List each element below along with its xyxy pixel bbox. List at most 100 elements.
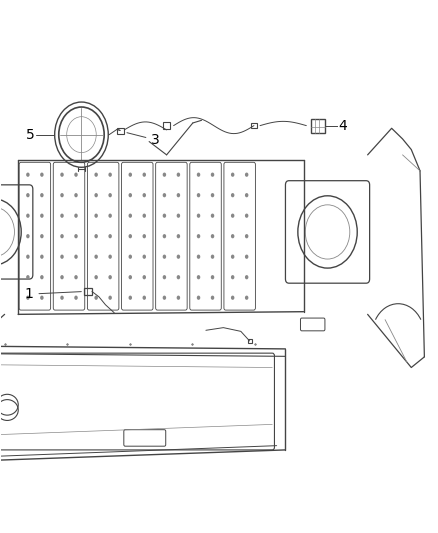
Circle shape — [231, 193, 234, 197]
Circle shape — [211, 234, 214, 238]
Circle shape — [177, 296, 180, 300]
Circle shape — [211, 214, 214, 218]
Circle shape — [95, 275, 98, 279]
Circle shape — [128, 214, 132, 218]
Circle shape — [177, 275, 180, 279]
Circle shape — [60, 234, 64, 238]
Circle shape — [162, 173, 166, 177]
Circle shape — [231, 275, 234, 279]
Circle shape — [128, 255, 132, 259]
Circle shape — [231, 296, 234, 300]
Circle shape — [142, 275, 146, 279]
Circle shape — [211, 255, 214, 259]
Circle shape — [60, 255, 64, 259]
Circle shape — [108, 275, 112, 279]
Circle shape — [40, 193, 44, 197]
Circle shape — [162, 255, 166, 259]
Circle shape — [142, 173, 146, 177]
Circle shape — [211, 296, 214, 300]
Circle shape — [95, 234, 98, 238]
Circle shape — [177, 214, 180, 218]
Circle shape — [245, 255, 248, 259]
Circle shape — [128, 275, 132, 279]
Circle shape — [95, 214, 98, 218]
Circle shape — [128, 193, 132, 197]
Circle shape — [26, 275, 30, 279]
Circle shape — [108, 214, 112, 218]
Circle shape — [142, 193, 146, 197]
Circle shape — [128, 234, 132, 238]
Circle shape — [197, 255, 200, 259]
Circle shape — [60, 173, 64, 177]
Circle shape — [211, 193, 214, 197]
Circle shape — [177, 193, 180, 197]
Circle shape — [26, 173, 30, 177]
Circle shape — [60, 193, 64, 197]
Circle shape — [197, 193, 200, 197]
Text: 1: 1 — [25, 287, 81, 301]
Circle shape — [40, 234, 44, 238]
Circle shape — [108, 255, 112, 259]
Circle shape — [142, 255, 146, 259]
Circle shape — [60, 275, 64, 279]
Circle shape — [245, 234, 248, 238]
Circle shape — [74, 214, 78, 218]
Circle shape — [26, 234, 30, 238]
Circle shape — [95, 173, 98, 177]
Circle shape — [197, 275, 200, 279]
Circle shape — [74, 255, 78, 259]
Circle shape — [142, 296, 146, 300]
Circle shape — [197, 214, 200, 218]
Circle shape — [74, 275, 78, 279]
Circle shape — [128, 296, 132, 300]
Circle shape — [74, 173, 78, 177]
Circle shape — [40, 255, 44, 259]
Text: 4: 4 — [338, 119, 347, 133]
Circle shape — [245, 296, 248, 300]
Circle shape — [211, 173, 214, 177]
Circle shape — [60, 296, 64, 300]
Circle shape — [245, 275, 248, 279]
Circle shape — [60, 214, 64, 218]
Text: 3: 3 — [127, 133, 160, 147]
Circle shape — [142, 214, 146, 218]
Circle shape — [95, 255, 98, 259]
Circle shape — [40, 275, 44, 279]
Circle shape — [74, 234, 78, 238]
Circle shape — [231, 214, 234, 218]
Circle shape — [95, 193, 98, 197]
Text: 5: 5 — [26, 128, 35, 142]
Circle shape — [162, 275, 166, 279]
Circle shape — [74, 296, 78, 300]
Circle shape — [245, 214, 248, 218]
Circle shape — [197, 296, 200, 300]
Circle shape — [142, 234, 146, 238]
Circle shape — [40, 296, 44, 300]
Circle shape — [197, 173, 200, 177]
Circle shape — [177, 234, 180, 238]
Circle shape — [162, 193, 166, 197]
Circle shape — [40, 214, 44, 218]
Circle shape — [177, 255, 180, 259]
Circle shape — [245, 173, 248, 177]
Circle shape — [108, 234, 112, 238]
Circle shape — [197, 234, 200, 238]
Circle shape — [128, 173, 132, 177]
Circle shape — [26, 193, 30, 197]
Circle shape — [231, 234, 234, 238]
Circle shape — [162, 234, 166, 238]
Circle shape — [231, 173, 234, 177]
Circle shape — [26, 255, 30, 259]
Circle shape — [162, 296, 166, 300]
Circle shape — [26, 214, 30, 218]
Circle shape — [108, 173, 112, 177]
Circle shape — [245, 193, 248, 197]
Circle shape — [177, 173, 180, 177]
Circle shape — [108, 296, 112, 300]
Circle shape — [211, 275, 214, 279]
Circle shape — [40, 173, 44, 177]
Circle shape — [108, 193, 112, 197]
Circle shape — [26, 296, 30, 300]
Circle shape — [162, 214, 166, 218]
Circle shape — [95, 296, 98, 300]
